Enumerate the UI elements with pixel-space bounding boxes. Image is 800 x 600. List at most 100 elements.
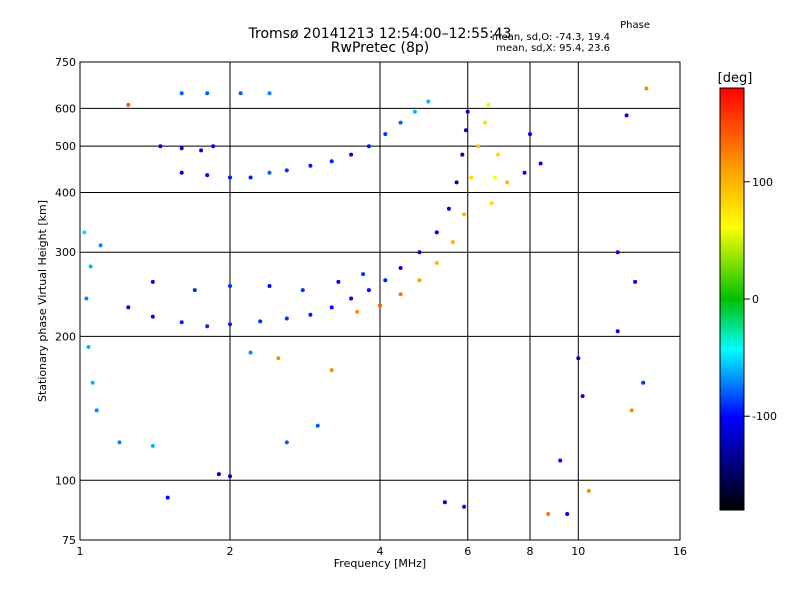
data-point xyxy=(205,91,210,96)
data-point xyxy=(462,212,467,217)
data-point xyxy=(565,512,570,516)
y-tick-label: 750 xyxy=(55,56,76,69)
data-point xyxy=(238,91,243,96)
data-point xyxy=(336,279,341,284)
data-point xyxy=(383,278,388,283)
data-point xyxy=(86,345,91,349)
data-point xyxy=(434,230,439,235)
x-tick-label: 6 xyxy=(464,545,471,558)
data-point xyxy=(179,170,184,175)
data-point xyxy=(366,144,371,149)
data-point xyxy=(211,144,216,149)
data-point xyxy=(361,272,366,277)
data-point xyxy=(126,102,131,107)
x-tick-label: 8 xyxy=(527,545,534,558)
data-point xyxy=(615,329,620,334)
data-point xyxy=(492,175,497,180)
data-point xyxy=(228,322,232,327)
data-point xyxy=(641,380,646,385)
data-point xyxy=(205,324,210,329)
data-point xyxy=(454,180,459,185)
data-point xyxy=(576,356,581,361)
data-point xyxy=(412,109,417,114)
data-point xyxy=(84,296,89,301)
data-point xyxy=(538,161,543,166)
data-point xyxy=(329,159,334,164)
data-point xyxy=(228,474,232,479)
data-point xyxy=(158,144,163,149)
data-point xyxy=(284,168,289,173)
colorbar-tick-label: 100 xyxy=(752,176,773,189)
data-point xyxy=(308,163,313,168)
data-point xyxy=(192,288,197,293)
data-point xyxy=(417,250,422,255)
data-point xyxy=(90,380,95,385)
data-point xyxy=(228,284,232,288)
data-point xyxy=(462,504,467,509)
data-point xyxy=(434,260,439,265)
data-point xyxy=(94,408,99,413)
x-tick-label: 16 xyxy=(673,545,687,558)
data-point xyxy=(216,472,221,477)
data-point xyxy=(426,99,431,104)
data-point xyxy=(179,320,184,325)
data-point xyxy=(580,394,585,399)
data-point xyxy=(228,175,232,180)
colorbar-tick-label: -100 xyxy=(752,410,777,423)
data-point xyxy=(355,309,360,314)
phase-title: Phase xyxy=(620,20,650,31)
data-point xyxy=(558,458,563,463)
data-point xyxy=(88,264,93,269)
data-point xyxy=(483,120,488,125)
x-axis-label: Frequency [MHz] xyxy=(334,557,426,570)
data-point xyxy=(199,148,204,153)
x-tick-label: 10 xyxy=(571,545,585,558)
data-point xyxy=(505,180,510,185)
data-point xyxy=(446,206,451,211)
chart-title: Tromsø 20141213 12:54:00–12:55:43 xyxy=(248,26,512,42)
data-point xyxy=(329,305,334,310)
data-point xyxy=(528,132,532,137)
data-point xyxy=(82,230,87,235)
data-point xyxy=(300,288,305,293)
y-tick-label: 100 xyxy=(55,474,76,487)
y-tick-label: 75 xyxy=(62,534,76,547)
data-point xyxy=(329,368,334,373)
y-tick-label: 500 xyxy=(55,140,76,153)
phase-stats-o: mean, sd,O: -74.3, 19.4 xyxy=(491,32,610,43)
data-point xyxy=(248,175,253,180)
data-point xyxy=(267,91,272,96)
y-axis-label: Stationary phase Virtual Height [km] xyxy=(36,200,49,402)
data-point xyxy=(476,144,481,149)
data-point xyxy=(629,408,634,413)
data-point xyxy=(460,152,465,157)
data-point xyxy=(267,284,272,288)
data-point xyxy=(633,279,638,284)
data-point xyxy=(267,170,272,175)
x-tick-label: 2 xyxy=(227,545,234,558)
data-point xyxy=(150,443,155,448)
data-point xyxy=(546,512,551,516)
data-point xyxy=(586,488,591,493)
data-point xyxy=(205,173,210,178)
data-point xyxy=(417,278,422,283)
data-point xyxy=(624,113,629,118)
data-point xyxy=(150,314,155,319)
data-point xyxy=(644,86,649,91)
data-point xyxy=(469,175,474,180)
data-point xyxy=(442,500,447,505)
y-tick-label: 600 xyxy=(55,102,76,115)
phase-stats-x: mean, sd,X: 95.4, 23.6 xyxy=(496,43,610,54)
data-point xyxy=(258,319,263,324)
data-point xyxy=(117,440,122,445)
data-point xyxy=(150,279,155,284)
data-point xyxy=(489,201,494,206)
data-point xyxy=(284,440,289,445)
data-point xyxy=(378,303,382,308)
data-point xyxy=(179,91,184,96)
data-point xyxy=(463,128,468,133)
colorbar xyxy=(719,87,745,511)
data-point xyxy=(398,292,403,297)
colorbar-tick-label: 0 xyxy=(752,293,759,306)
